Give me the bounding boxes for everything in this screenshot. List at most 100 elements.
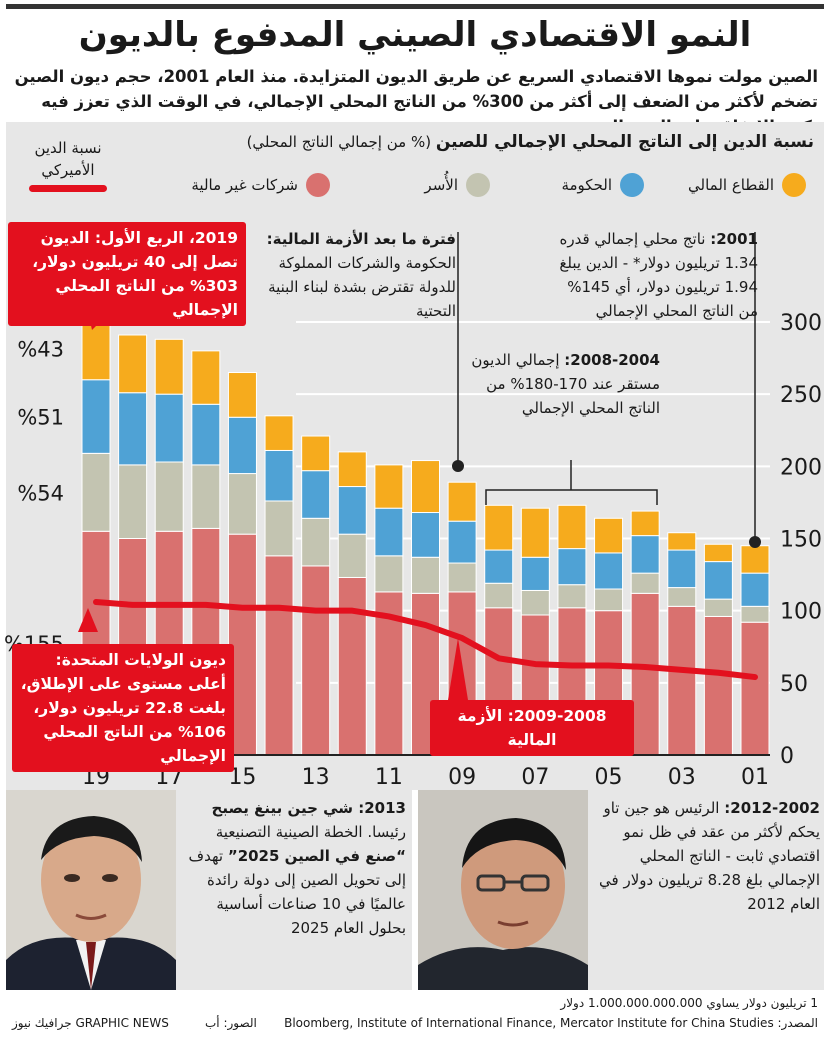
share-labels: %43%51%54%155 — [4, 338, 64, 656]
share-label-households: %54 — [17, 481, 64, 505]
note-2004-2008: 2008-2004: إجمالي الديون مستقر عند 170-1… — [470, 348, 660, 420]
bar-segment-households — [520, 589, 550, 616]
y-tick-label: 50 — [780, 672, 808, 697]
connector-dot-2001 — [749, 536, 761, 548]
bar-segment-corporate — [667, 605, 697, 756]
bracket-2004-2008 — [485, 489, 658, 505]
x-tick-label: 07 — [521, 765, 549, 790]
bio-xi-text: رئيسا. الخطة الصينية التصنيعية — [215, 823, 406, 841]
bio-xi-title: 2013: شي جين بينغ يصبح — [211, 799, 406, 817]
bar-segment-households — [264, 500, 294, 557]
bar-segment-financial — [447, 481, 477, 522]
bar-segment-government — [118, 392, 148, 466]
legend-label-households: الأُسر — [424, 176, 458, 194]
bar-segment-households — [667, 587, 697, 607]
bar-segment-government — [154, 393, 184, 463]
legend-label-government: الحكومة — [561, 176, 612, 194]
bar-segment-corporate — [337, 576, 367, 756]
y-tick-label: 250 — [780, 383, 822, 408]
source-credit: المصدر: Bloomberg, Institute of Internat… — [284, 1016, 818, 1030]
bar-segment-financial — [118, 334, 148, 394]
bar-segment-financial — [81, 317, 111, 381]
bar-segment-financial — [301, 435, 331, 472]
bar-segment-corporate — [301, 565, 331, 756]
legend-swatch-households — [466, 173, 490, 197]
bar-segment-government — [301, 470, 331, 519]
note-post-crisis: فترة ما بعد الأزمة المالية: الحكومة والش… — [248, 227, 456, 323]
bar-segment-households — [703, 598, 733, 617]
bar-segment-government — [740, 572, 770, 607]
bar-segment-households — [81, 452, 111, 532]
x-tick-label: 01 — [741, 765, 769, 790]
bar-segment-financial — [337, 451, 367, 488]
bar-segment-households — [740, 605, 770, 623]
legend-label-financial: القطاع المالي — [688, 176, 774, 194]
legend-us-debt: نسبة الدين الأميركي — [20, 137, 116, 192]
bar-segment-households — [374, 555, 404, 593]
note-2001-text: ناتج محلي إجمالي قدره 1.34 تريليون دولار… — [559, 230, 758, 320]
callout-q1-2019: 2019، الربع الأول: الديون تصل إلى 40 تري… — [8, 222, 246, 326]
bar-segment-government — [484, 549, 514, 584]
bar-segment-households — [191, 464, 221, 529]
x-tick-label: 09 — [448, 765, 476, 790]
bar-segment-financial — [484, 504, 514, 551]
pointer-us-debt — [78, 608, 98, 632]
bar-segment-households — [557, 584, 587, 609]
bar-segment-corporate — [264, 555, 294, 756]
bar-segment-government — [447, 520, 477, 564]
bar-segment-financial — [411, 460, 440, 514]
legend-swatch-us-debt — [29, 185, 107, 192]
legend-swatch-corporate — [306, 173, 330, 197]
chart-title: نسبة الدين إلى الناتج المحلي الإجمالي لل… — [194, 131, 814, 153]
y-tick-label: 300 — [780, 311, 822, 336]
x-tick-label: 03 — [668, 765, 696, 790]
bar-segment-government — [557, 548, 587, 586]
bar-segment-households — [411, 556, 440, 594]
bio-xi-text2: تهدف إلى تحويل الصين إلى دولة رائدة عالم… — [188, 847, 406, 937]
legend-households: الأُسر — [424, 170, 490, 200]
footnote: 1 تريليون دولار يساوي 1.000.000.000.000 … — [560, 996, 818, 1010]
bio-hu-text: الرئيس هو جين تاو يحكم لأكثر من عقد في ظ… — [599, 799, 820, 913]
chart-title-units: (% من إجمالي الناتج المحلي) — [246, 133, 432, 151]
bar-segment-financial — [740, 545, 770, 574]
bar-segment-households — [337, 533, 367, 578]
pointer-crisis — [448, 638, 468, 700]
y-tick-label: 200 — [780, 455, 822, 480]
legend-us-debt-line1: نسبة الدين — [34, 139, 102, 157]
note-post-crisis-title: فترة ما بعد الأزمة المالية: — [266, 230, 456, 248]
bar-segment-government — [374, 507, 404, 557]
bar-segment-government — [630, 535, 660, 574]
bar-segment-financial — [703, 543, 733, 563]
bar-segment-government — [337, 486, 367, 535]
xi-jinping-photo — [6, 790, 176, 990]
bar-segment-government — [594, 552, 624, 590]
us-debt-line-group — [93, 599, 758, 681]
bar-segment-financial — [630, 510, 660, 537]
y-tick-label: 100 — [780, 600, 822, 625]
note-2004-years: 2008-2004: — [564, 351, 660, 369]
bio-hu-title: 2012-2002: — [724, 799, 820, 817]
legend-financial: القطاع المالي — [688, 170, 806, 200]
bio-xi-quote: “صنع في الصين 2025” — [227, 847, 406, 865]
bar-segment-government — [81, 379, 111, 454]
legend-us-debt-line2: الأميركي — [41, 161, 95, 179]
bar-segment-financial — [227, 372, 257, 418]
bar-segment-corporate — [630, 592, 660, 756]
x-tick-label: 05 — [595, 765, 623, 790]
bar-segment-financial — [557, 504, 587, 550]
bar-segment-financial — [374, 464, 404, 509]
bar-segment-government — [411, 512, 440, 558]
bar-segment-corporate — [740, 621, 770, 756]
note-2001: 2001: ناتج محلي إجمالي قدره 1.34 تريليون… — [548, 227, 758, 323]
legend-label-corporate: شركات غير مالية — [191, 176, 298, 194]
bar-segment-financial — [154, 338, 184, 395]
bar-segment-financial — [264, 415, 294, 451]
share-label-financial: %43 — [17, 338, 64, 362]
note-2004-text: إجمالي الديون مستقر عند 170-180% من النا… — [471, 351, 660, 417]
note-post-crisis-text: الحكومة والشركات المملوكة للدولة تقترض ب… — [268, 254, 456, 320]
bio-xi-jinping: 2013: شي جين بينغ يصبح رئيسا. الخطة الصي… — [180, 796, 406, 940]
bar-segment-households — [118, 464, 148, 540]
y-tick-label: 0 — [780, 744, 794, 769]
bar-segment-households — [594, 588, 624, 612]
bar-segment-corporate — [703, 615, 733, 756]
